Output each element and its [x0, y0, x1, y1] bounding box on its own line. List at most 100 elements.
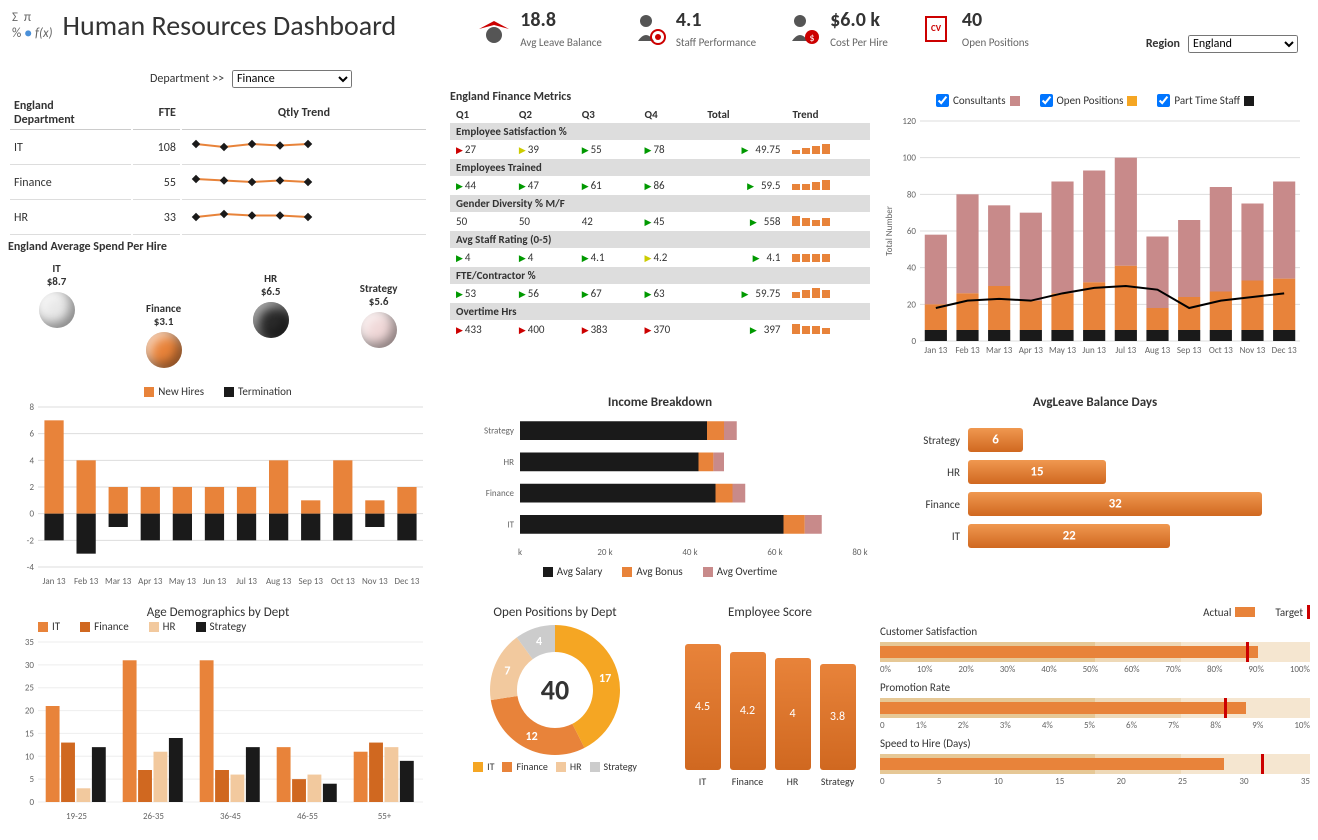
svg-text:30: 30: [25, 660, 35, 671]
svg-text:Jan 13: Jan 13: [924, 345, 948, 356]
svg-text:36-45: 36-45: [220, 811, 241, 822]
spend-ball: Strategy$5.6: [360, 282, 398, 372]
region-label: Region: [1146, 37, 1180, 51]
svg-text:May 13: May 13: [169, 576, 197, 587]
svg-text:120: 120: [902, 116, 916, 127]
svg-text:25: 25: [25, 683, 35, 694]
age-panel: Age Demographics by Dept ITFinanceHRStra…: [8, 605, 428, 835]
legend-checkbox[interactable]: Open Positions: [1040, 94, 1138, 107]
svg-text:15: 15: [25, 728, 35, 739]
score-bar: 4HR: [775, 658, 811, 770]
spend-panel: England Average Spend Per Hire IT$8.7Fin…: [8, 240, 428, 380]
page-title: Human Resources Dashboard: [63, 8, 397, 43]
svg-text:80 k: 80 k: [852, 547, 867, 558]
table-row: IT108: [10, 132, 426, 165]
leave-bar: HR15: [900, 460, 1290, 484]
dept-select[interactable]: Finance: [232, 70, 352, 88]
svg-text:0: 0: [29, 797, 34, 808]
spend-ball: Finance$3.1: [146, 302, 182, 372]
svg-text:7: 7: [504, 664, 510, 678]
svg-text:k: k: [518, 547, 522, 558]
person-money-icon: $: [786, 11, 822, 47]
svg-text:Oct 13: Oct 13: [331, 576, 355, 587]
svg-text:17: 17: [599, 672, 611, 686]
svg-text:$: $: [810, 31, 815, 44]
svg-text:8: 8: [29, 402, 34, 413]
dept-table-panel: EnglandDepartmentFTEQtly TrendIT108Finan…: [8, 95, 428, 240]
svg-text:Dec 13: Dec 13: [394, 576, 419, 587]
svg-text:-2: -2: [27, 535, 35, 546]
svg-text:Jun 13: Jun 13: [1082, 345, 1106, 356]
svg-text:IT: IT: [507, 519, 514, 530]
logo-area: Σ π% ● f(x) Human Resources Dashboard: [12, 8, 396, 43]
bullet-chart: Promotion Rate01%2%3%4%5%6%7%8%9%10%: [880, 681, 1310, 731]
region-select[interactable]: England: [1188, 35, 1298, 53]
cv-icon: CV: [918, 11, 954, 47]
svg-text:Dec 13: Dec 13: [1272, 345, 1297, 356]
svg-text:May 13: May 13: [1049, 345, 1077, 356]
table-row: HR33: [10, 202, 426, 235]
person-target-icon: [632, 11, 668, 47]
svg-text:19-25: 19-25: [66, 811, 87, 822]
hires-panel: New HiresTermination -4-202468Jan 13Feb …: [8, 385, 428, 595]
kpi-cost: $ $6.0 kCost Per Hire: [786, 8, 888, 49]
openpos-panel: Open Positions by Dept 17127440 ITFinanc…: [450, 605, 660, 835]
table-row: Finance55: [10, 167, 426, 200]
svg-text:4: 4: [29, 455, 34, 466]
svg-text:40 k: 40 k: [682, 547, 697, 558]
svg-text:Nov 13: Nov 13: [1240, 345, 1266, 356]
svg-text:0: 0: [911, 336, 916, 347]
svg-text:Aug 13: Aug 13: [1145, 345, 1171, 356]
svg-text:55+: 55+: [378, 811, 392, 822]
svg-text:20 k: 20 k: [597, 547, 612, 558]
svg-text:Total Number: Total Number: [884, 206, 895, 256]
svg-text:Jan 13: Jan 13: [43, 576, 67, 587]
metrics-panel: England Finance Metrics Q1Q2Q3Q4TotalTre…: [450, 90, 870, 380]
kpi-leave: 18.8Avg Leave Balance: [476, 8, 602, 49]
svg-text:2: 2: [29, 482, 34, 493]
dept-label: Department >>: [150, 72, 224, 86]
svg-text:100: 100: [902, 153, 916, 164]
leave-bar: Finance32: [900, 492, 1290, 516]
svg-text:Jun 13: Jun 13: [203, 576, 227, 587]
svg-text:20: 20: [907, 299, 917, 310]
leave-bar: IT22: [900, 524, 1290, 548]
leave-panel: AvgLeave Balance Days Strategy6HR15Finan…: [880, 395, 1310, 595]
svg-text:5: 5: [29, 774, 34, 785]
svg-text:Aug 13: Aug 13: [266, 576, 292, 587]
svg-text:Oct 13: Oct 13: [1209, 345, 1233, 356]
svg-text:Mar 13: Mar 13: [105, 576, 132, 587]
bullets-panel: Actual Target Customer Satisfaction0%10%…: [880, 605, 1310, 835]
svg-text:Mar 13: Mar 13: [986, 345, 1013, 356]
svg-text:26-35: 26-35: [143, 811, 164, 822]
svg-text:60: 60: [907, 226, 917, 237]
svg-text:46-55: 46-55: [297, 811, 318, 822]
svg-text:0: 0: [29, 509, 34, 520]
stacked-panel: Consultants Open Positions Part Time Sta…: [880, 90, 1310, 380]
airplane-icon: [476, 11, 512, 47]
svg-text:6: 6: [29, 429, 34, 440]
income-panel: Income Breakdown StrategyHRFinanceITk20 …: [450, 395, 870, 595]
score-bar: 3.8Strategy: [820, 664, 856, 770]
svg-text:40: 40: [907, 263, 917, 274]
svg-text:20: 20: [25, 706, 35, 717]
svg-text:Jul 13: Jul 13: [236, 576, 257, 587]
svg-text:-4: -4: [27, 562, 35, 573]
svg-text:Feb 13: Feb 13: [955, 345, 980, 356]
legend-checkbox[interactable]: Part Time Staff: [1157, 94, 1254, 107]
svg-text:4: 4: [536, 635, 542, 649]
svg-text:10: 10: [25, 751, 35, 762]
svg-text:Strategy: Strategy: [484, 426, 515, 437]
kpi-open: CV 40Open Positions: [918, 8, 1029, 49]
bullet-chart: Customer Satisfaction0%10%20%30%40%50%60…: [880, 625, 1310, 675]
score-bar: 4.5IT: [685, 644, 721, 770]
logo-glyphs: Σ π% ● f(x): [12, 10, 53, 41]
svg-text:60 k: 60 k: [767, 547, 782, 558]
svg-text:Jul 13: Jul 13: [1115, 345, 1136, 356]
svg-text:35: 35: [25, 637, 35, 648]
score-bar: 4.2Finance: [730, 652, 766, 770]
legend-checkbox[interactable]: Consultants: [936, 94, 1020, 107]
empscore-panel: Employee Score 4.5IT4.2Finance4HR3.8Stra…: [670, 605, 870, 835]
svg-text:Sep 13: Sep 13: [1177, 345, 1202, 356]
svg-text:HR: HR: [504, 457, 515, 468]
